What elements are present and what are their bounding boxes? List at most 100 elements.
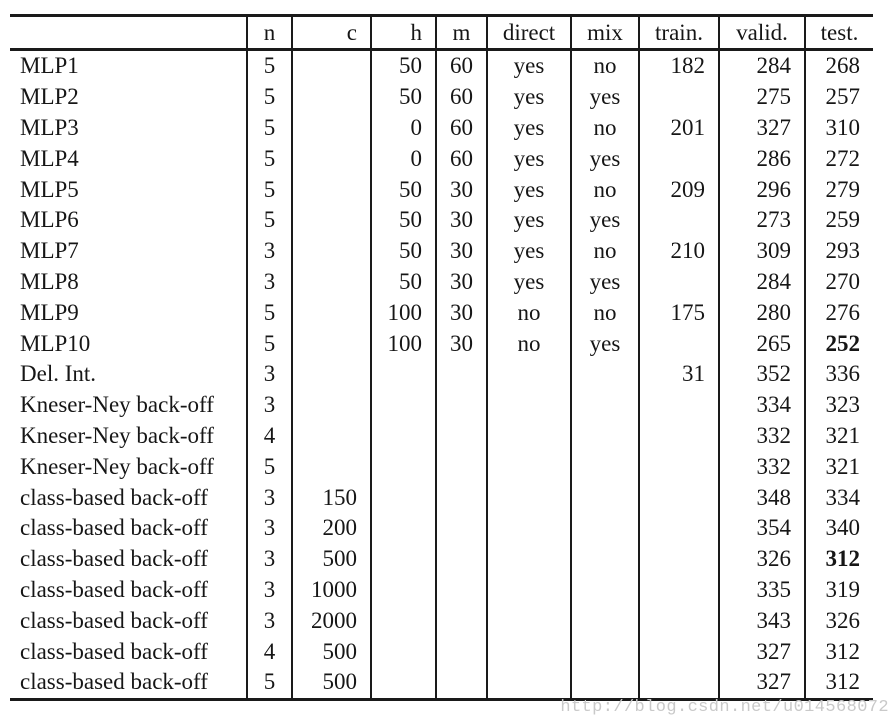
cell-direct [486,666,571,700]
cell-direct: yes [486,174,571,205]
cell-valid: 335 [718,574,805,606]
cell-valid: 284 [718,266,805,298]
cell-h [370,574,436,606]
cell-h [370,543,436,575]
row-label: MLP4 [20,145,79,171]
cell-mix: no [570,297,639,329]
cell-test: 293 [804,235,873,267]
cell-m [435,512,487,544]
table-row: MLP5 5 50 30 yes no 209 296 279 [10,174,873,205]
results-table: n c h m direct mix train. valid. test. M… [10,14,873,701]
results-table-body: MLP1 5 50 60 yes no 182 284 268 MLP2 5 50 60 yes yes 27… [10,49,873,700]
cell-train [638,666,719,700]
column-header-n: n [246,15,292,50]
cell-direct [486,451,571,483]
row-label: MLP10 [20,330,91,356]
table-row: Kneser-Ney back-off 3 334 323 [10,389,873,421]
cell-test: 312 [804,666,873,700]
cell-valid: 354 [718,512,805,544]
cell-mix [570,482,639,513]
column-header-h: h [370,15,436,50]
cell-h [370,482,436,513]
cell-valid: 348 [718,482,805,513]
table-row: class-based back-off 5 500 327 312 [10,666,873,700]
cell-c [291,420,371,452]
cell-valid: 326 [718,543,805,575]
cell-mix [570,420,639,452]
cell-c: 500 [291,543,371,575]
cell-valid: 265 [718,328,805,359]
cell-valid: 296 [718,174,805,205]
cell-test: 279 [804,174,873,205]
cell-direct [486,482,571,513]
cell-mix: no [570,235,639,267]
cell-mix: no [570,174,639,205]
cell-m [435,574,487,606]
cell-c: 2000 [291,605,371,637]
cell-valid: 286 [718,143,805,175]
table-row: Kneser-Ney back-off 5 332 321 [10,451,873,483]
cell-direct: yes [486,266,571,298]
cell-h: 50 [370,174,436,205]
column-header-m: m [435,15,487,50]
cell-direct: yes [486,235,571,267]
table-row: MLP9 5 100 30 no no 175 280 276 [10,297,873,329]
cell-n: 5 [246,49,292,82]
table-row: class-based back-off 3 2000 343 326 [10,605,873,637]
table-header: n c h m direct mix train. valid. test. [10,15,873,50]
cell-m [435,605,487,637]
cell-valid: 309 [718,235,805,267]
cell-direct: no [486,297,571,329]
cell-train [638,574,719,606]
column-header-direct: direct [486,15,571,50]
cell-n: 3 [246,235,292,267]
cell-h [370,666,436,700]
cell-valid: 280 [718,297,805,329]
table-row: MLP7 3 50 30 yes no 210 309 293 [10,235,873,267]
cell-test: 334 [804,482,873,513]
row-label: class-based back-off [20,576,208,602]
table-row: Del. Int. 3 31 352 336 [10,358,873,390]
table-row: MLP10 5 100 30 no yes 265 252 [10,328,873,359]
cell-h: 50 [370,81,436,113]
cell-h: 50 [370,266,436,298]
cell-h [370,636,436,667]
cell-valid: 332 [718,451,805,483]
cell-train [638,389,719,421]
cell-m [435,451,487,483]
column-header-valid: valid. [718,15,805,50]
column-header-c: c [291,15,371,50]
cell-c [291,143,371,175]
cell-direct: no [486,328,571,359]
cell-m [435,482,487,513]
cell-train [638,636,719,667]
table-row: MLP1 5 50 60 yes no 182 284 268 [10,49,873,82]
cell-test: 312 [804,543,873,575]
cell-h [370,451,436,483]
cell-c [291,266,371,298]
cell-mix [570,636,639,667]
cell-test: 310 [804,112,873,144]
cell-mix: yes [570,204,639,236]
cell-n: 3 [246,574,292,606]
cell-train: 182 [638,49,719,82]
cell-m [435,420,487,452]
row-label: class-based back-off [20,607,208,633]
cell-m: 60 [435,81,487,113]
cell-n: 5 [246,451,292,483]
cell-train [638,143,719,175]
cell-valid: 332 [718,420,805,452]
cell-n: 5 [246,174,292,205]
table-row: class-based back-off 3 150 348 334 [10,482,873,513]
cell-mix: no [570,49,639,82]
cell-train [638,512,719,544]
table-row: class-based back-off 3 500 326 312 [10,543,873,575]
cell-test: 268 [804,49,873,82]
cell-c: 500 [291,636,371,667]
cell-h [370,389,436,421]
cell-valid: 327 [718,636,805,667]
row-label: class-based back-off [20,638,208,664]
cell-test: 257 [804,81,873,113]
cell-c [291,389,371,421]
row-label: class-based back-off [20,669,208,695]
